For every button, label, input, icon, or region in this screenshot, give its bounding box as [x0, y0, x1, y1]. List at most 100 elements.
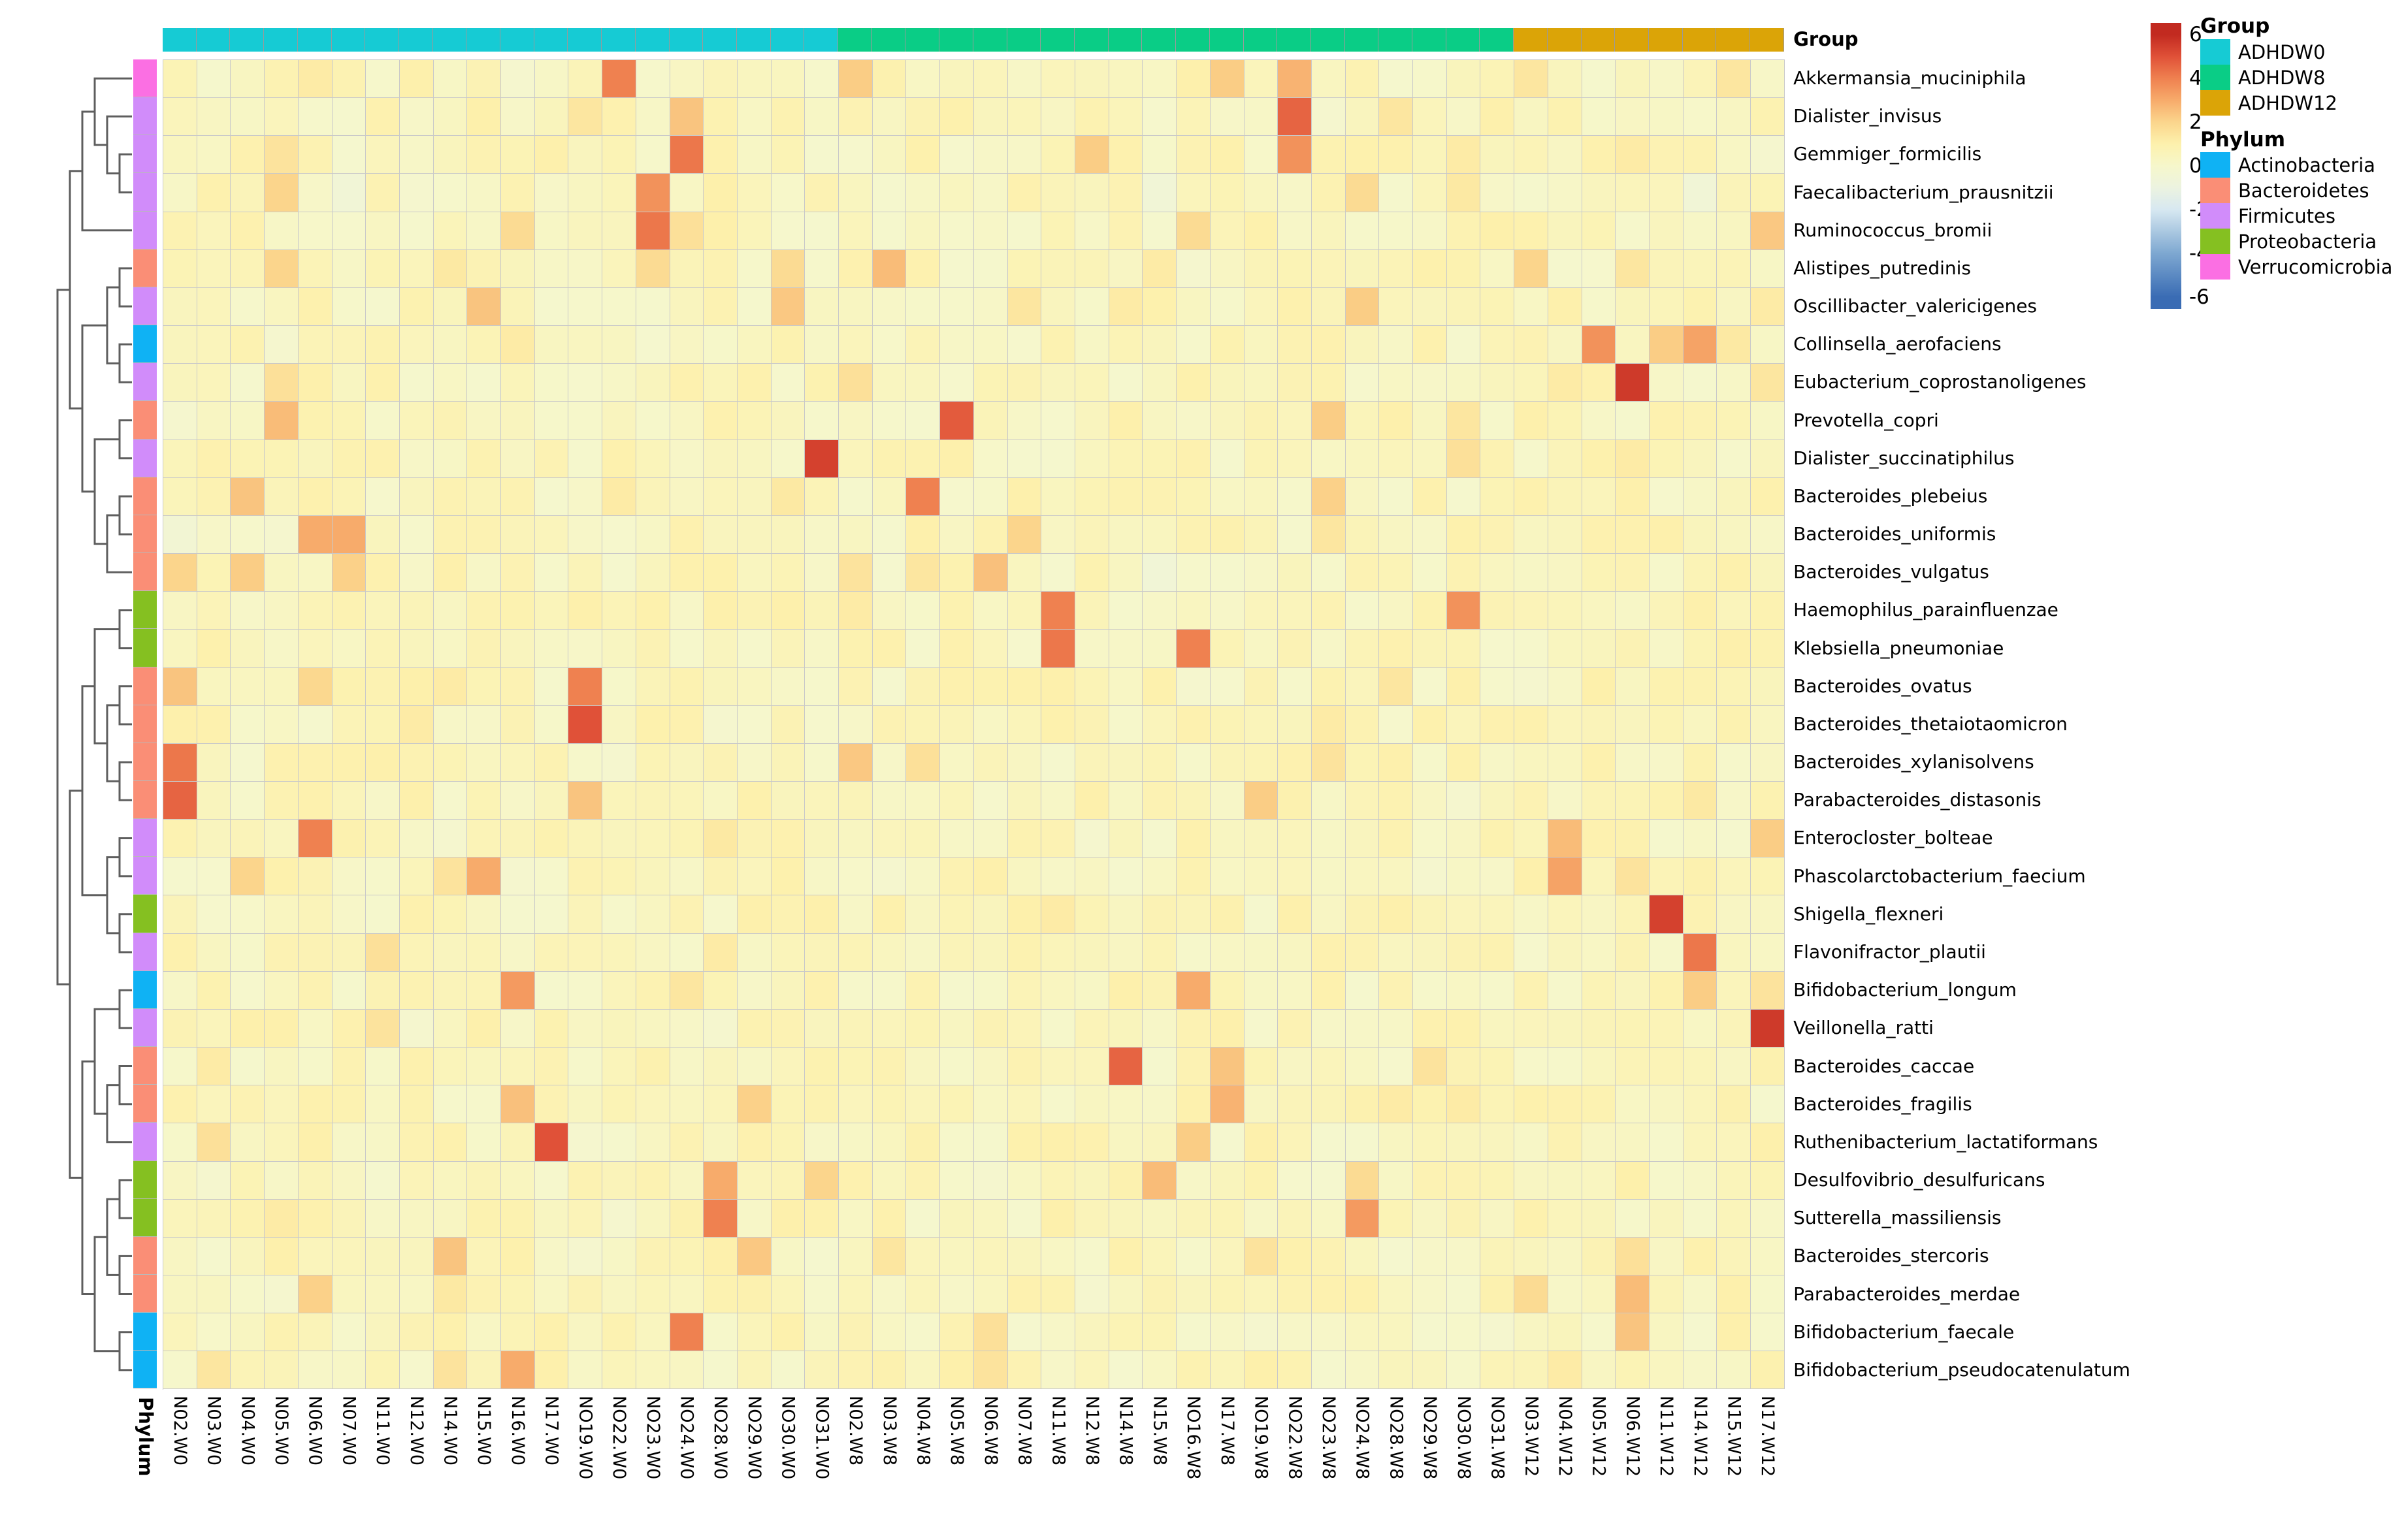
heatmap-cell	[1177, 136, 1211, 174]
heatmap-cell	[1075, 515, 1109, 554]
heatmap-cell	[1244, 212, 1278, 250]
heatmap-cell	[1345, 1199, 1380, 1238]
heatmap-cell	[872, 212, 907, 250]
group-annotation-cell	[1007, 28, 1041, 52]
heatmap-cell	[602, 1123, 636, 1162]
heatmap-cell	[265, 630, 299, 668]
heatmap-cell	[1649, 249, 1684, 288]
heatmap-cell	[1345, 287, 1380, 327]
heatmap-cell	[1683, 667, 1717, 706]
heatmap-cell	[1582, 743, 1616, 782]
heatmap-cell	[1177, 592, 1211, 630]
heatmap-cell	[568, 364, 603, 402]
heatmap-cell	[501, 402, 535, 440]
heatmap-cell	[366, 402, 400, 440]
heatmap-cell	[1582, 174, 1616, 212]
heatmap-cell	[163, 364, 197, 402]
heatmap-cell	[940, 402, 974, 440]
column-label: N03.W8	[879, 1395, 900, 1466]
heatmap-cell	[467, 820, 502, 858]
heatmap-cell	[805, 933, 839, 972]
heatmap-cell	[602, 1237, 636, 1275]
column-label: NO24.W0	[676, 1395, 697, 1480]
heatmap-cell	[1582, 364, 1616, 402]
heatmap-cell	[1177, 287, 1211, 327]
group-annotation-cell	[365, 28, 399, 52]
heatmap-cell	[1278, 326, 1312, 364]
heatmap-cell	[1041, 820, 1075, 858]
row-label: Bacteroides_plebeius	[1793, 485, 1988, 507]
heatmap-cell	[399, 174, 434, 212]
heatmap-cell	[399, 1313, 434, 1352]
heatmap-cell	[737, 402, 772, 440]
heatmap-cell	[501, 1313, 535, 1352]
heatmap-cell	[839, 287, 873, 327]
heatmap-cell	[1007, 857, 1042, 896]
heatmap-cell	[1683, 1351, 1717, 1390]
heatmap-cell	[1278, 60, 1312, 99]
heatmap-cell	[467, 174, 502, 212]
phylum-annotation-cell	[133, 1313, 157, 1351]
heatmap-cell	[1075, 857, 1109, 896]
heatmap-cell	[1717, 212, 1751, 250]
heatmap-cell	[1717, 554, 1751, 592]
heatmap-cell	[231, 60, 265, 99]
heatmap-cell	[1007, 933, 1042, 972]
group-annotation-cell	[1750, 28, 1784, 52]
heatmap-cell	[501, 705, 535, 744]
heatmap-cell	[1582, 667, 1616, 706]
heatmap-cell	[906, 554, 941, 592]
heatmap-cell	[940, 1009, 974, 1048]
heatmap-cell	[467, 515, 502, 554]
heatmap-cell	[704, 60, 738, 99]
column-label: N14.W0	[440, 1395, 461, 1466]
heatmap-cell	[366, 667, 400, 706]
heatmap-cell	[1616, 743, 1650, 782]
heatmap-cell	[298, 667, 333, 706]
heatmap-cell	[872, 630, 907, 668]
heatmap-cell	[1244, 1048, 1278, 1086]
heatmap-cell	[298, 971, 333, 1010]
group-annotation-cell	[1142, 28, 1177, 52]
heatmap-cell	[1007, 971, 1042, 1010]
heatmap-cell	[1548, 174, 1582, 212]
heatmap-cell	[1007, 1123, 1042, 1162]
heatmap-cell	[805, 98, 839, 136]
heatmap-cell	[1751, 212, 1785, 250]
heatmap-cell	[332, 781, 366, 820]
heatmap-cell	[332, 1009, 366, 1048]
heatmap-cell	[332, 60, 366, 99]
heatmap-cell	[534, 1275, 569, 1314]
heatmap-cell	[501, 174, 535, 212]
heatmap-cell	[906, 933, 941, 972]
group-annotation-cell	[703, 28, 737, 52]
heatmap-cell	[805, 781, 839, 820]
heatmap-cell	[636, 60, 670, 99]
heatmap-cell	[231, 287, 265, 327]
heatmap-cell	[1109, 1161, 1143, 1200]
heatmap-cell	[332, 98, 366, 136]
heatmap-cell	[1007, 1351, 1042, 1390]
heatmap-cell	[366, 933, 400, 972]
heatmap-cell	[1413, 1275, 1447, 1314]
heatmap-cell	[771, 820, 805, 858]
heatmap-cell	[1751, 98, 1785, 136]
heatmap-cell	[1446, 1275, 1481, 1314]
row-label: Eubacterium_coprostanoligenes	[1793, 371, 2087, 393]
heatmap-cell	[670, 1085, 704, 1124]
heatmap-cell	[771, 249, 805, 288]
heatmap-cell	[1210, 592, 1245, 630]
row-label: Bacteroides_thetaiotaomicron	[1793, 713, 2068, 735]
heatmap-cell	[906, 857, 941, 896]
heatmap-cell	[1480, 667, 1515, 706]
column-label: N06.W0	[304, 1395, 325, 1466]
heatmap-cell	[265, 1161, 299, 1200]
heatmap-cell	[636, 1085, 670, 1124]
heatmap-cell	[973, 1351, 1008, 1390]
heatmap-cell	[1717, 364, 1751, 402]
heatmap-cell	[1075, 705, 1109, 744]
heatmap-cell	[602, 174, 636, 212]
heatmap-cell	[1616, 249, 1650, 288]
heatmap-cell	[1143, 1351, 1177, 1390]
heatmap-cell	[1007, 1199, 1042, 1238]
